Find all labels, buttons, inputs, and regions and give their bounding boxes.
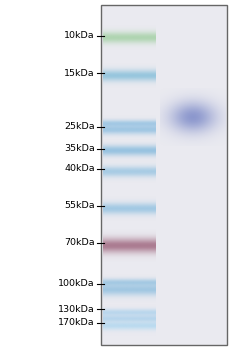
Text: 40kDa: 40kDa bbox=[64, 164, 95, 173]
Text: 55kDa: 55kDa bbox=[64, 201, 95, 210]
Text: 130kDa: 130kDa bbox=[58, 304, 95, 314]
Text: 35kDa: 35kDa bbox=[64, 144, 95, 153]
Text: 25kDa: 25kDa bbox=[64, 122, 95, 131]
Text: 170kDa: 170kDa bbox=[58, 318, 95, 327]
Bar bbox=[101, 5, 227, 345]
Text: 10kDa: 10kDa bbox=[64, 31, 95, 40]
Text: 70kDa: 70kDa bbox=[64, 238, 95, 247]
Text: 15kDa: 15kDa bbox=[64, 69, 95, 78]
Text: 100kDa: 100kDa bbox=[58, 279, 95, 288]
